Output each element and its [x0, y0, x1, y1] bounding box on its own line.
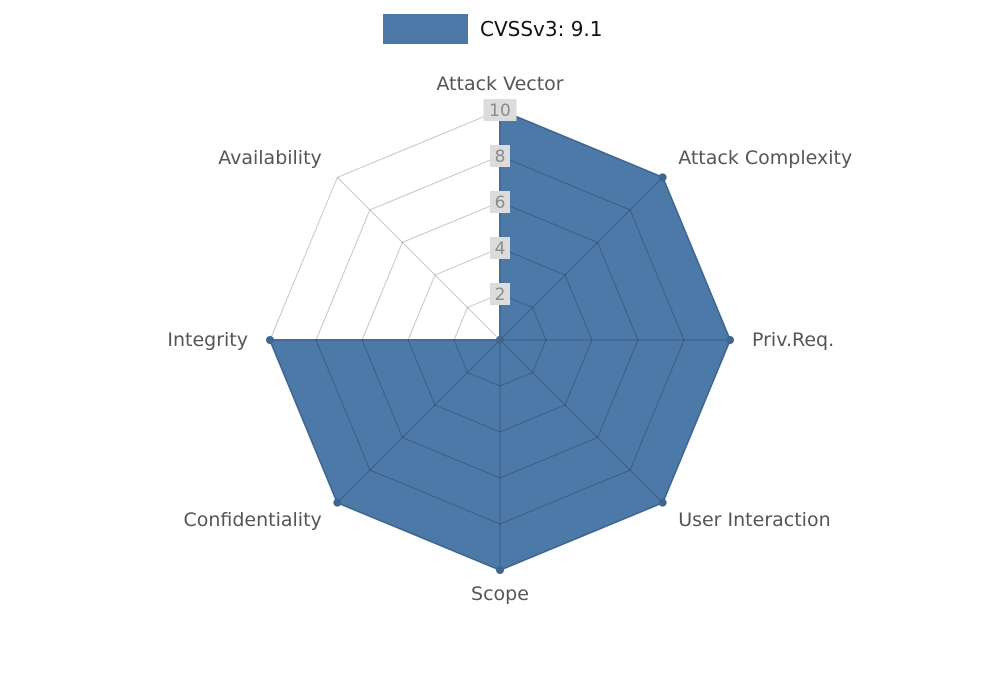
vertex-marker [726, 336, 734, 344]
tick-label-bg [490, 283, 510, 305]
axis-spoke [337, 339, 501, 503]
axis-label-integrity: Integrity [167, 329, 248, 351]
axis-spoke [499, 339, 663, 503]
grid-ring [361, 201, 639, 479]
legend-label: CVSSv3: 9.1 [480, 17, 603, 41]
tick-label-bg [483, 99, 517, 121]
axis-label-scope: Scope [471, 583, 529, 605]
axis-spoke [337, 177, 501, 341]
axis-label-attack-vector: Attack Vector [436, 73, 563, 95]
vertex-marker [658, 498, 667, 507]
tick-label-bg [490, 191, 510, 213]
axis-label-availability: Availability [218, 147, 322, 169]
legend-swatch [383, 14, 468, 44]
tick-label-bg [490, 237, 510, 259]
legend: CVSSv3: 9.1 [383, 14, 603, 44]
axis-label-confidentiality: Confidentiality [183, 509, 321, 531]
vertex-marker [658, 173, 667, 182]
grid-ring [407, 247, 593, 433]
axis-label-attack-complexity: Attack Complexity [678, 147, 852, 169]
vertex-marker [496, 336, 504, 344]
axis-spoke [499, 177, 663, 341]
vertex-marker [266, 336, 274, 344]
grid-ring [453, 293, 547, 387]
tick-label: 2 [495, 285, 506, 305]
tick-label-bg [490, 145, 510, 167]
tick-label: 6 [495, 193, 506, 213]
grid-ring [315, 155, 685, 525]
vertex-marker [333, 498, 342, 507]
tick-label: 8 [495, 147, 506, 167]
axis-label-user-interaction: User Interaction [678, 509, 830, 531]
vertex-marker [496, 566, 504, 574]
axis-label-priv-req-: Priv.Req. [752, 329, 834, 351]
tick-label: 4 [495, 239, 506, 259]
tick-label: 10 [489, 101, 511, 121]
